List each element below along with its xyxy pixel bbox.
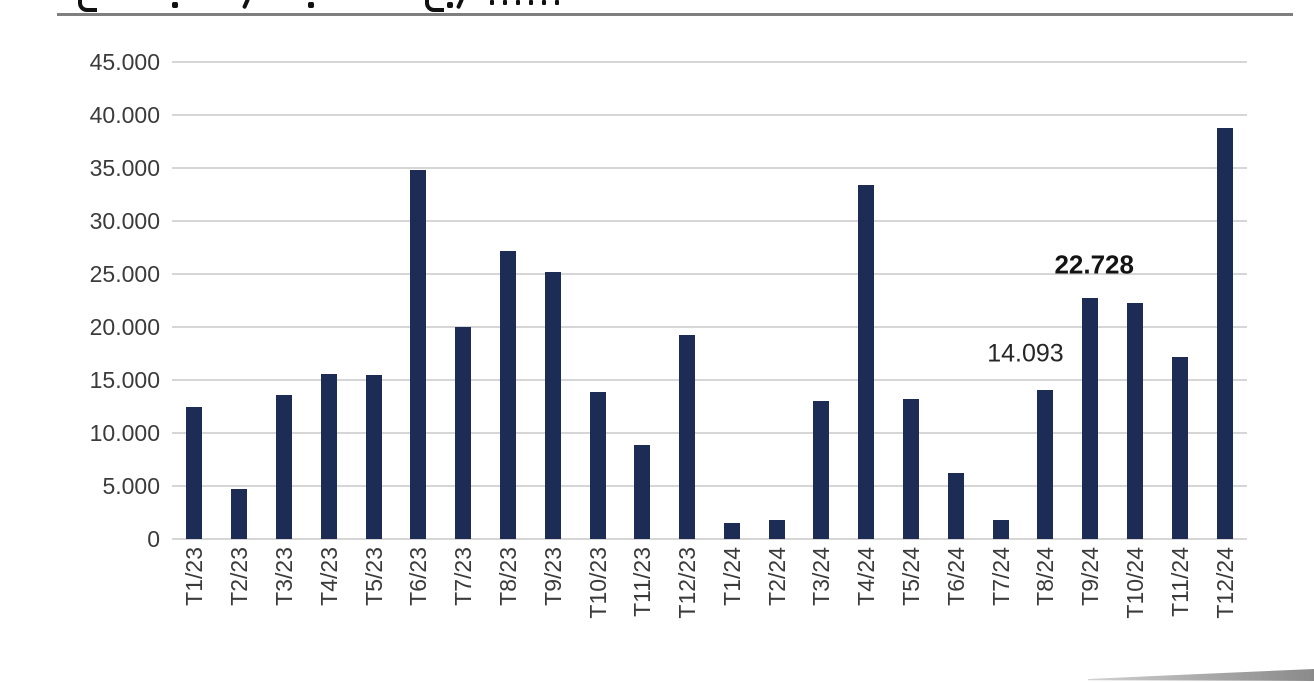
bar-t3-24 (813, 401, 830, 539)
gridline-20-000 (172, 326, 1247, 328)
gridline-25-000 (172, 273, 1247, 275)
x-axis-label-t6-23: T6/23 (405, 547, 432, 606)
x-axis-label-t3-23: T3/23 (270, 547, 297, 606)
clipped-glyph-fragment-8 (503, 0, 507, 5)
clipped-glyph-fragment-6 (455, 0, 465, 10)
x-axis-label-t7-23: T7/23 (450, 547, 477, 606)
clipped-glyph-fragment-11 (542, 0, 546, 5)
bar-t7-24 (992, 519, 1009, 539)
x-axis-label-t2-24: T2/24 (763, 547, 790, 606)
bar-t11-24 (1171, 356, 1188, 539)
bar-t5-23 (365, 374, 382, 539)
y-axis-label-40-000: 40.000 (89, 102, 160, 128)
x-axis-label-t1-23: T1/23 (181, 547, 208, 606)
data-label-t8-24: 14.093 (987, 339, 1064, 368)
x-axis-label-t12-23: T12/23 (674, 547, 701, 619)
gridline-10-000 (172, 432, 1247, 434)
y-axis-label-5-000: 5.000 (102, 473, 160, 499)
bar-t7-23 (455, 327, 472, 539)
bar-t8-23 (499, 250, 516, 539)
bar-t6-23 (410, 170, 427, 539)
gridline-30-000 (172, 220, 1247, 222)
clipped-glyph-fragment-7 (490, 0, 494, 5)
clipped-glyph-fragment-1 (172, 2, 178, 8)
x-axis-label-t6-24: T6/24 (942, 547, 969, 606)
x-axis-label-t2-23: T2/23 (226, 547, 253, 606)
clipped-glyph-fragment-4 (425, 0, 444, 12)
clipped-glyph-fragment-10 (529, 0, 533, 5)
x-axis-label-t1-24: T1/24 (718, 547, 745, 606)
clipped-glyph-fragment-3 (308, 2, 314, 8)
gridline-15-000 (172, 379, 1247, 381)
bar-t5-24 (903, 399, 920, 539)
bar-t6-24 (947, 473, 964, 539)
x-axis-label-t9-24: T9/24 (1077, 547, 1104, 606)
bar-t4-24 (858, 184, 875, 539)
x-axis-label-t7-24: T7/24 (987, 547, 1014, 606)
x-axis-label-t8-24: T8/24 (1032, 547, 1059, 606)
x-axis-label-t3-24: T3/24 (808, 547, 835, 606)
bar-t10-23 (589, 391, 606, 539)
x-axis-label-t5-23: T5/23 (360, 547, 387, 606)
bar-t4-23 (320, 373, 337, 539)
bar-t2-24 (768, 519, 785, 539)
x-axis-label-t9-23: T9/23 (539, 547, 566, 606)
y-axis-label-15-000: 15.000 (89, 367, 160, 393)
corner-swoosh-decoration (1088, 668, 1314, 681)
clipped-glyph-fragment-0 (78, 0, 97, 12)
x-axis-label-t10-23: T10/23 (584, 547, 611, 619)
bar-t8-24 (1037, 389, 1054, 539)
gridline-35-000 (172, 167, 1247, 169)
clipped-glyph-fragment-5 (447, 2, 453, 8)
gridline-5-000 (172, 485, 1247, 487)
data-label-t9-24: 22.728 (1054, 249, 1134, 280)
x-axis-label-t5-24: T5/24 (898, 547, 925, 606)
x-axis-label-t11-23: T11/23 (629, 547, 656, 617)
y-axis-label-45-000: 45.000 (89, 49, 160, 75)
bar-t12-24 (1216, 127, 1233, 539)
y-axis-label-0: 0 (147, 526, 160, 552)
bar-t12-23 (679, 335, 696, 539)
title-underline (57, 13, 1293, 16)
y-axis-label-10-000: 10.000 (89, 420, 160, 446)
x-axis-label-t11-24: T11/24 (1166, 547, 1193, 617)
y-axis-label-20-000: 20.000 (89, 314, 160, 340)
bar-t3-23 (275, 394, 292, 539)
clipped-title-fragments (0, 0, 1314, 12)
y-axis-label-30-000: 30.000 (89, 208, 160, 234)
clipped-glyph-fragment-12 (555, 0, 559, 5)
bar-t1-24 (723, 523, 740, 539)
y-axis-label-35-000: 35.000 (89, 155, 160, 181)
x-axis-label-t10-24: T10/24 (1122, 547, 1149, 619)
clipped-glyph-fragment-9 (516, 0, 520, 5)
bar-t9-24 (1082, 298, 1099, 539)
bar-t2-23 (231, 489, 248, 539)
x-axis-label-t12-24: T12/24 (1211, 547, 1238, 619)
y-axis-label-25-000: 25.000 (89, 261, 160, 287)
bar-t9-23 (544, 271, 561, 539)
bar-t10-24 (1127, 302, 1144, 539)
gridline-45-000 (172, 61, 1247, 63)
clipped-glyph-fragment-2 (241, 0, 251, 10)
gridline-40-000 (172, 114, 1247, 116)
bar-t11-23 (634, 444, 651, 539)
x-axis-label-t8-23: T8/23 (494, 547, 521, 606)
x-axis-label-t4-23: T4/23 (315, 547, 342, 606)
x-axis-label-t4-24: T4/24 (853, 547, 880, 606)
bar-t1-23 (186, 406, 203, 539)
gridline-0 (172, 538, 1247, 540)
